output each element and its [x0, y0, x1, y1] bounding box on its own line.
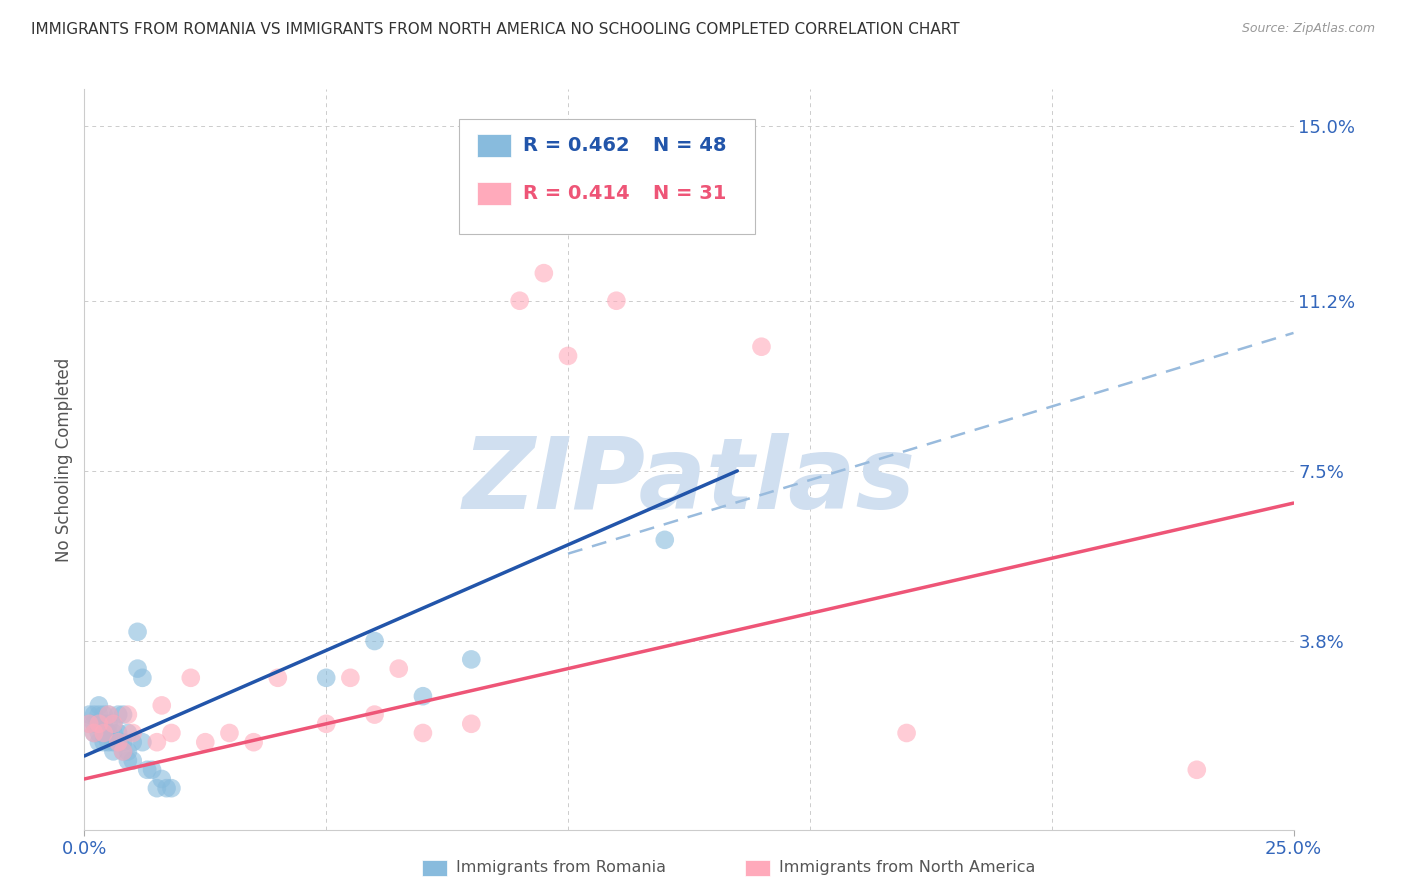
Point [180, 671, 202, 685]
Text: Source: ZipAtlas.com: Source: ZipAtlas.com [1241, 22, 1375, 36]
Point [751, 340, 773, 354]
Point [112, 707, 135, 722]
Point [103, 735, 125, 749]
Point [315, 671, 337, 685]
Point [150, 698, 173, 713]
Point [136, 763, 159, 777]
Point [460, 716, 482, 731]
Point [150, 772, 173, 786]
Point [146, 735, 169, 749]
Point [97, 707, 120, 722]
Point [121, 726, 143, 740]
Point [160, 726, 183, 740]
Point [121, 735, 143, 749]
Point [83, 726, 105, 740]
Point [93, 726, 115, 740]
Point [121, 754, 143, 768]
Point [87, 735, 110, 749]
Text: ZIPatlas: ZIPatlas [463, 434, 915, 530]
Point [218, 726, 240, 740]
Point [509, 293, 531, 308]
Text: IMMIGRANTS FROM ROMANIA VS IMMIGRANTS FROM NORTH AMERICA NO SCHOOLING COMPLETED : IMMIGRANTS FROM ROMANIA VS IMMIGRANTS FR… [31, 22, 959, 37]
Text: Immigrants from North America: Immigrants from North America [779, 861, 1035, 875]
Point [1185, 763, 1208, 777]
Point [97, 716, 120, 731]
Point [127, 624, 149, 639]
Point [339, 671, 361, 685]
Point [83, 716, 105, 731]
Point [93, 716, 115, 731]
Point [363, 707, 385, 722]
Text: Immigrants from Romania: Immigrants from Romania [456, 861, 665, 875]
Point [77, 716, 100, 731]
Bar [478, 135, 512, 157]
Point [93, 726, 115, 740]
Point [107, 726, 129, 740]
Y-axis label: No Schooling Completed: No Schooling Completed [55, 358, 73, 561]
Point [103, 744, 125, 758]
Point [103, 726, 125, 740]
Text: N = 48: N = 48 [652, 136, 725, 155]
Bar [478, 183, 512, 204]
Point [112, 744, 135, 758]
Point [87, 716, 110, 731]
Point [363, 634, 385, 648]
Point [93, 735, 115, 749]
Point [83, 726, 105, 740]
Point [93, 707, 115, 722]
Point [194, 735, 217, 749]
Point [896, 726, 918, 740]
Point [654, 533, 676, 547]
Point [77, 707, 100, 722]
Point [103, 716, 125, 731]
Point [412, 689, 434, 703]
Point [87, 698, 110, 713]
Point [460, 652, 482, 666]
Point [97, 726, 120, 740]
Point [242, 735, 264, 749]
Point [112, 735, 135, 749]
Point [533, 266, 555, 280]
Point [87, 726, 110, 740]
Point [112, 744, 135, 758]
Point [127, 662, 149, 676]
Point [267, 671, 290, 685]
Point [388, 662, 411, 676]
Point [557, 349, 579, 363]
Point [117, 754, 139, 768]
Point [155, 781, 177, 796]
Point [107, 735, 129, 749]
Point [87, 716, 110, 731]
Point [605, 293, 627, 308]
Point [315, 716, 337, 731]
Point [131, 671, 153, 685]
Point [107, 735, 129, 749]
Point [117, 744, 139, 758]
Point [97, 735, 120, 749]
FancyBboxPatch shape [460, 119, 755, 234]
Point [87, 707, 110, 722]
Point [77, 716, 100, 731]
Text: R = 0.414: R = 0.414 [523, 184, 630, 203]
Point [160, 781, 183, 796]
Point [146, 781, 169, 796]
Point [117, 726, 139, 740]
Point [117, 707, 139, 722]
Point [83, 707, 105, 722]
Point [141, 763, 163, 777]
Point [131, 735, 153, 749]
Point [107, 707, 129, 722]
Point [412, 726, 434, 740]
Text: N = 31: N = 31 [652, 184, 725, 203]
Text: R = 0.462: R = 0.462 [523, 136, 630, 155]
Point [97, 707, 120, 722]
Point [103, 716, 125, 731]
